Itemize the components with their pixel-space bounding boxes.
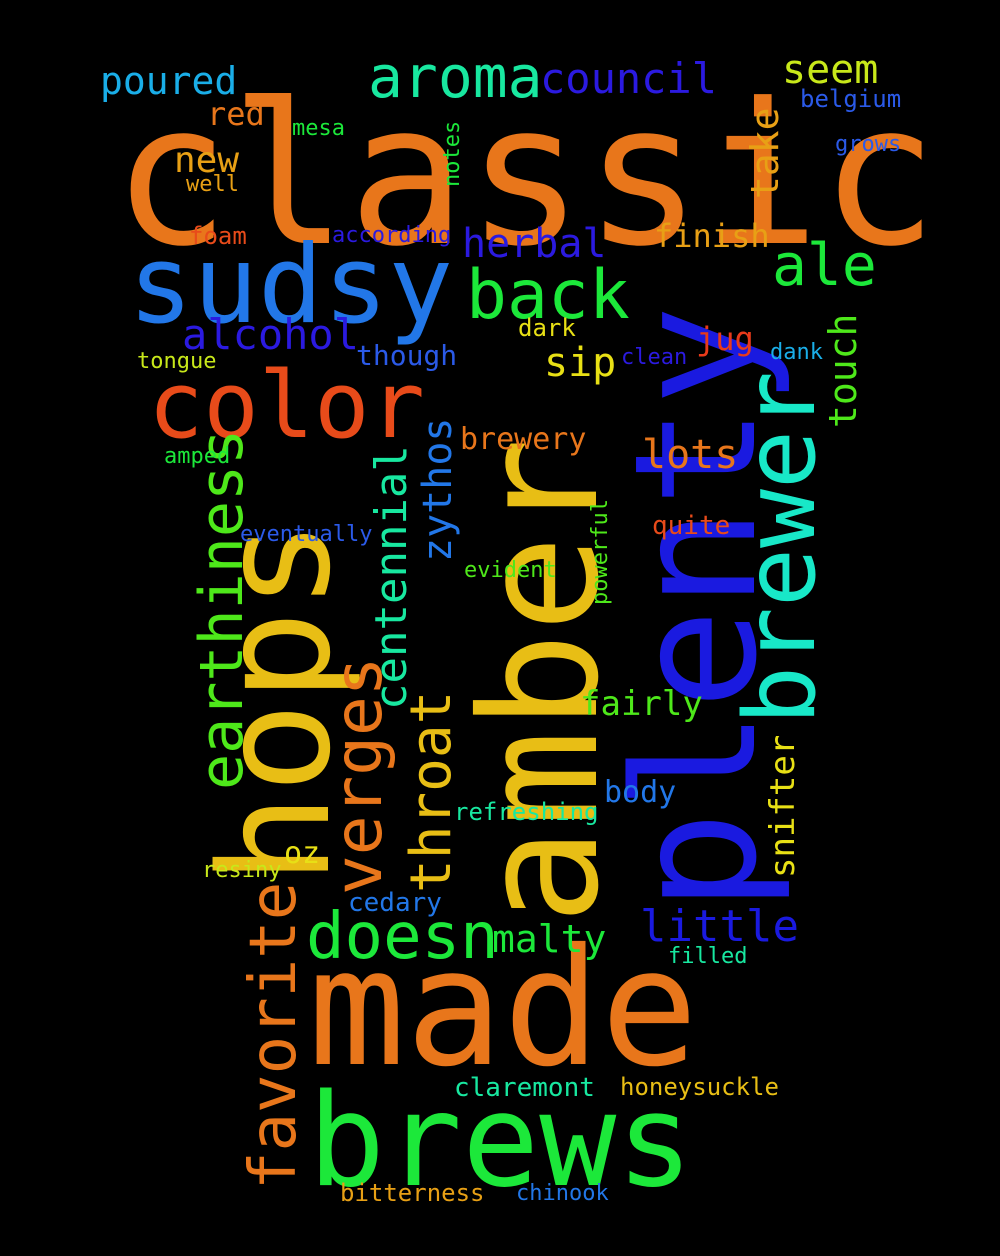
word-claremont: claremont [454,1073,595,1103]
word-amped: amped [164,444,231,469]
word-take: take [743,107,787,199]
word-cedary: cedary [348,888,442,918]
word-clean: clean [621,345,688,370]
word-evident: evident [464,558,557,583]
word-oz: oz [284,836,321,871]
word-council: council [540,54,718,103]
word-grows: grows [835,132,902,157]
word-red: red [207,95,265,133]
word-tongue: tongue [137,349,217,374]
word-back: back [466,256,630,335]
word-sudsy: sudsy [128,223,454,348]
word-brews: brews [308,1067,694,1216]
word-resiny: resiny [202,858,282,883]
word-well: well [186,172,239,197]
word-color: color [148,352,425,459]
word-favorite: favorite [237,881,311,1190]
word-belgium: belgium [800,85,902,113]
word-throat: throat [399,690,464,893]
word-lots: lots [642,432,739,478]
word-malty: malty [492,917,607,961]
word-brewer: brewer [724,370,838,725]
word-sip: sip [544,340,617,386]
word-eventually: eventually [240,522,373,547]
word-honeysuckle: honeysuckle [620,1073,779,1101]
word-classic: classic [112,62,939,290]
word-aroma: aroma [368,43,543,111]
word-doesn: doesn [306,900,499,974]
word-finish: finish [654,217,770,255]
word-filled: filled [668,944,748,969]
word-poured: poured [100,59,238,103]
word-alcohol: alcohol [182,310,360,359]
word-though: though [356,339,458,372]
word-mesa: mesa [292,116,345,141]
word-bitterness: bitterness [340,1179,485,1207]
word-foam: foam [189,222,247,250]
word-refreshing: refreshing [454,798,599,826]
word-earthiness: earthiness [187,428,257,790]
word-jug: jug [696,320,754,358]
word-little: little [640,901,799,952]
word-centennial: centennial [366,445,417,710]
word-touch: touch [821,313,865,428]
word-fairly: fairly [580,684,703,724]
word-notes: notes [440,120,465,187]
word-zythos: zythos [415,417,461,563]
word-made: made [308,915,699,1103]
word-chinook: chinook [516,1181,609,1206]
word-ale: ale [772,231,877,299]
word-seem: seem [782,47,879,93]
word-according: according [332,223,452,248]
word-body: body [604,775,677,810]
word-herbal: herbal [462,221,607,267]
word-new: new [174,140,240,181]
word-snifter: snifter [763,734,803,878]
word-dank: dank [770,340,823,365]
word-quite: quite [652,511,731,541]
word-brewery: brewery [460,422,587,457]
word-powerful: powerful [588,499,613,605]
word-dark: dark [518,314,576,342]
